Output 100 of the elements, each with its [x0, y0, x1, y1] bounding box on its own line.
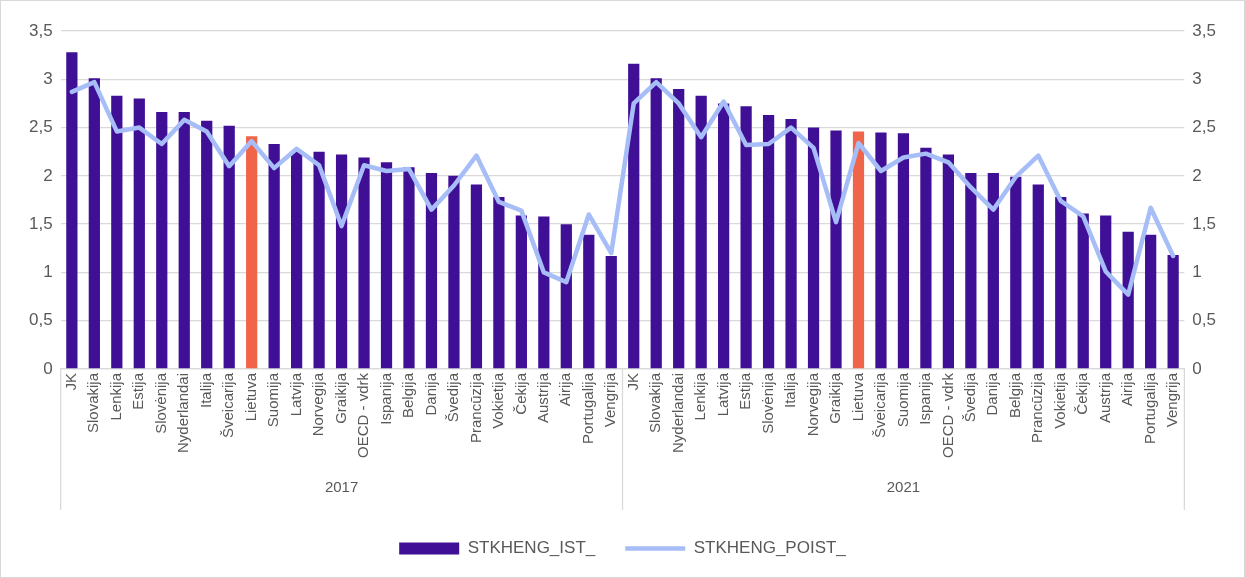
bar [156, 112, 168, 369]
bar [515, 215, 527, 369]
x-tick-label: Vengrija [1163, 372, 1181, 428]
x-tick-label: Danija [983, 372, 1001, 416]
bar [1055, 197, 1067, 369]
bar [470, 184, 483, 369]
x-tick-label: JK [62, 373, 80, 391]
x-tick-label: Prancūzija [1028, 372, 1046, 444]
bar [268, 143, 280, 369]
bar [291, 151, 303, 369]
legend-label: STKHENG_IST_ [467, 538, 596, 558]
bar [133, 98, 145, 369]
x-tick-label: Vokietija [1050, 372, 1068, 429]
x-tick-label: Portugalija [1140, 372, 1158, 444]
bar [785, 118, 797, 369]
bar [201, 120, 213, 369]
bar [448, 175, 460, 369]
x-tick-label: Estija [129, 372, 147, 410]
bar [628, 63, 640, 369]
bar [88, 78, 100, 369]
x-tick-label: Šveicarija [219, 372, 237, 439]
x-tick-label: Lenkija [691, 372, 709, 421]
bar [403, 167, 415, 369]
x-tick-label: Latvija [286, 372, 304, 417]
bar [718, 103, 730, 369]
bar [965, 172, 977, 369]
bar [66, 52, 78, 369]
bar [875, 132, 887, 369]
x-tick-label: Austrija [1095, 372, 1113, 424]
x-tick-label: Belgija [399, 372, 417, 419]
y-tick-label: 0 [43, 358, 53, 378]
x-tick-label: JK [623, 373, 641, 391]
x-tick-label: Ispanija [376, 372, 394, 425]
bar [740, 106, 752, 369]
x-tick-label: Šveicarija [871, 372, 889, 439]
bar [335, 154, 348, 369]
y2-tick-label: 0,5 [1192, 310, 1217, 330]
y2-tick-label: 0 [1192, 358, 1202, 378]
y-tick-label: 3,5 [28, 20, 53, 40]
x-tick-label: OECD - vdrk [938, 372, 956, 459]
x-tick-label: Portugalija [578, 372, 596, 444]
x-tick-label: Italija [781, 372, 799, 409]
y-tick-label: 2,5 [28, 117, 53, 137]
y2-tick-label: 3 [1192, 68, 1202, 88]
bar [1077, 213, 1089, 369]
x-tick-label: Ispanija [916, 372, 934, 425]
y-tick-label: 3 [43, 68, 53, 88]
bar [111, 95, 123, 369]
bar [830, 130, 842, 369]
x-tick-label: Graikija [331, 372, 349, 424]
x-tick-label: Švedija [961, 372, 978, 423]
bar [223, 125, 235, 369]
bar [942, 154, 954, 369]
x-tick-label: Suomija [264, 372, 282, 428]
x-tick-label: Graikija [826, 372, 844, 424]
x-tick-label: Norvegija [309, 372, 327, 437]
x-tick-label: Airija [1118, 372, 1136, 407]
bar [897, 133, 910, 369]
text: 2017 [324, 478, 359, 496]
bar [1100, 215, 1112, 369]
bar [358, 157, 370, 369]
y2-tick-label: 2 [1192, 165, 1202, 185]
bar [425, 172, 438, 369]
bar [583, 234, 595, 369]
y2-tick-label: 1 [1192, 262, 1202, 282]
legend-label: STKHENG_POIST_ [693, 538, 847, 558]
x-tick-label: Slovėnija [151, 372, 169, 434]
bar [1145, 234, 1157, 369]
y-tick-label: 0,5 [28, 310, 53, 330]
bar [313, 151, 325, 369]
y2-tick-label: 2,5 [1192, 117, 1217, 137]
bar [605, 256, 617, 369]
x-tick-label: Vengrija [601, 372, 619, 428]
y-tick-label: 1 [43, 262, 53, 282]
x-tick-label: Slovakija [646, 372, 664, 434]
bar [493, 197, 505, 369]
bar [1032, 184, 1044, 369]
bar [852, 131, 865, 369]
x-tick-label: Čekija [1073, 372, 1091, 415]
bar [246, 136, 258, 369]
x-tick-label: OECD - vdrk [354, 372, 372, 459]
x-tick-label: Belgija [1005, 372, 1023, 419]
x-tick-label: Lietuva [848, 372, 866, 422]
x-tick-label: Vokietija [489, 372, 507, 429]
bar [673, 88, 685, 369]
y-tick-label: 1,5 [28, 213, 53, 233]
bar [807, 127, 820, 369]
bar [1167, 255, 1179, 369]
y2-tick-label: 1,5 [1192, 213, 1217, 233]
x-tick-label: Slovakija [84, 372, 102, 434]
x-tick-label: Latvija [713, 372, 731, 417]
x-tick-label: Austrija [533, 372, 551, 424]
x-tick-label: Čekija [511, 372, 529, 415]
x-tick-label: Nyderlandai [668, 373, 686, 454]
bar [762, 115, 775, 369]
bar [920, 147, 932, 369]
x-tick-label: Nyderlandai [174, 373, 192, 454]
x-tick-label: Estija [736, 372, 754, 410]
x-tick-label: Švedija [444, 372, 462, 423]
bar [695, 95, 707, 369]
